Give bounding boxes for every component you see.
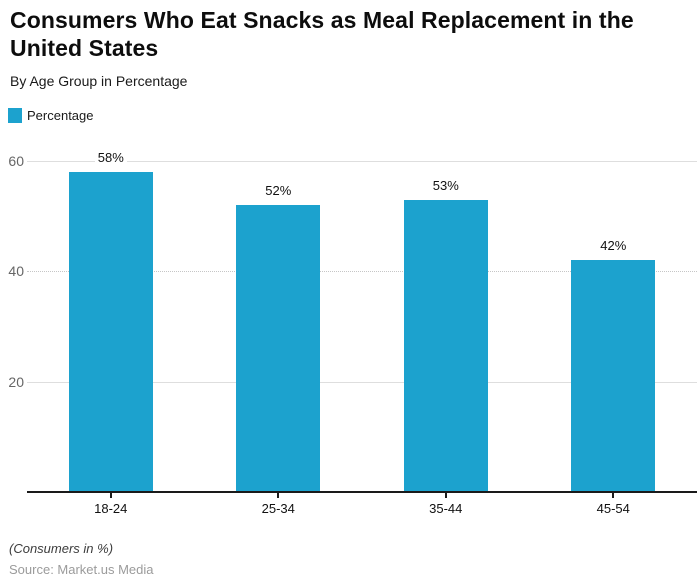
- x-axis-line: [27, 491, 697, 493]
- chart-title: Consumers Who Eat Snacks as Meal Replace…: [10, 7, 634, 61]
- legend: Percentage: [8, 108, 94, 123]
- legend-swatch-icon: [8, 108, 22, 123]
- x-axis-label: 18-24: [94, 501, 128, 516]
- x-axis-label: 25-34: [261, 501, 295, 516]
- x-axis-label: 35-44: [429, 501, 463, 516]
- chart-subtitle: By Age Group in Percentage: [10, 73, 188, 89]
- x-axis-tick: [277, 493, 280, 498]
- footnote: (Consumers in %): [9, 541, 114, 556]
- legend-label: Percentage: [27, 108, 94, 123]
- y-axis-label: 20: [8, 373, 24, 390]
- source-text: Source: Market.us Media: [9, 562, 154, 577]
- x-axis-tick: [612, 493, 615, 498]
- gridline-60: [27, 161, 697, 162]
- gridline-20: [27, 381, 697, 383]
- bar-value-label: 52%: [262, 183, 295, 200]
- bar: [236, 205, 321, 492]
- bar-value-label: 53%: [429, 177, 462, 194]
- bar-value-label: 58%: [94, 150, 127, 167]
- bar: [571, 260, 656, 492]
- y-axis-label: 60: [8, 153, 24, 169]
- x-axis-tick: [444, 493, 447, 498]
- x-axis-tick: [109, 493, 112, 498]
- y-axis-label: 40: [8, 263, 24, 280]
- bar: [68, 172, 153, 492]
- gridline-40: [27, 271, 697, 273]
- x-axis-label: 45-54: [596, 501, 630, 516]
- bar-value-label: 42%: [597, 238, 630, 255]
- bar: [403, 199, 488, 492]
